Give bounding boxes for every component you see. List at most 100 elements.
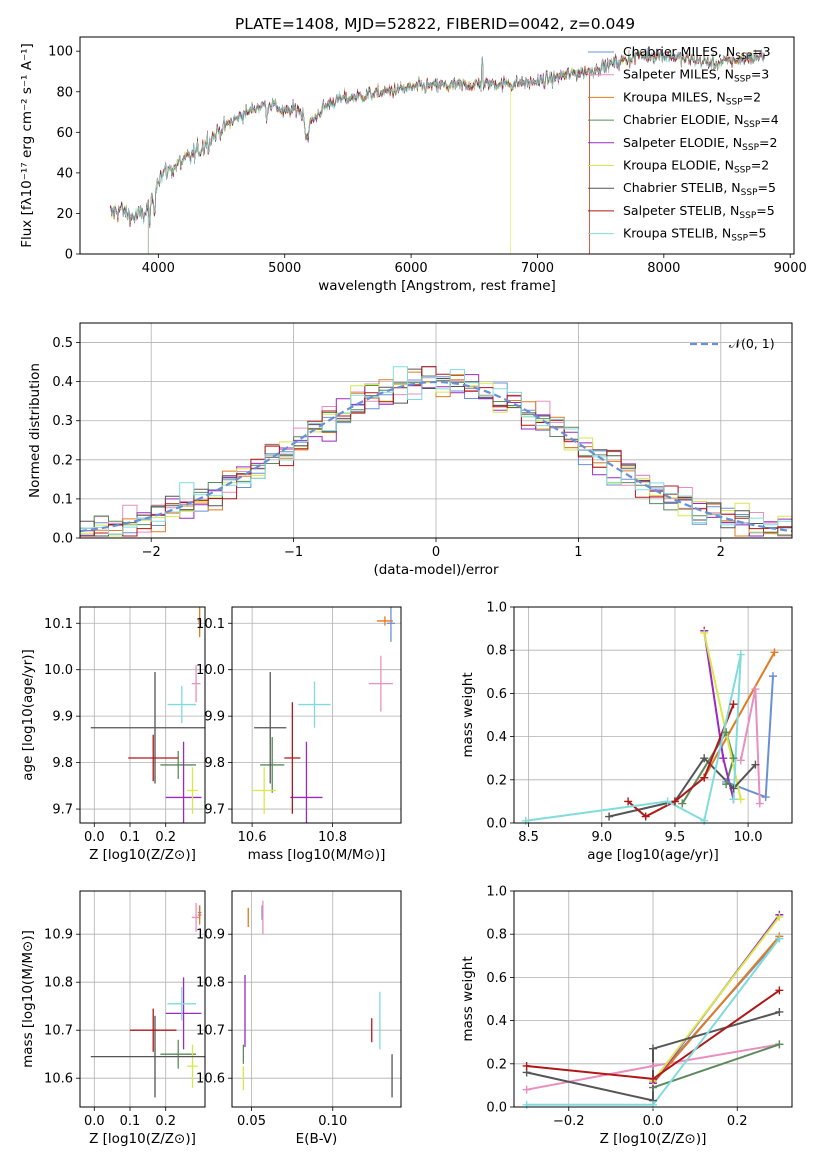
marker-chabrier-stelib [700,754,709,763]
marker-kroupa-elodie [775,912,784,921]
x-tick-label: 6000 [395,261,428,276]
marker-salpeter-stelib [624,797,633,806]
y-tick-label: 0.3 [52,414,73,429]
mass-age-panel [228,607,401,827]
legend-label-chabrier-elodie: Chabrier ELODIE, NSSP=4 [623,112,779,130]
x-tick-label: 4000 [142,261,175,276]
mass-age-frame [231,606,402,824]
y-tick-label: 0.5 [52,336,73,351]
z-age-frame [79,606,206,824]
x-tick-label: 10.6 [238,830,267,845]
legend-label-salpeter-miles: Salpeter MILES, NSSP=3 [623,67,769,85]
z-mass-panel [76,891,205,1111]
legend-label-kroupa-elodie: Kroupa ELODIE, NSSP=2 [623,158,769,176]
x-tick-label: 9000 [774,261,807,276]
y-tick-label: 0.0 [486,817,507,832]
line-chabrier-stelib [526,1011,780,1102]
marker-chabrier-elodie [722,728,731,737]
y-tick-label: 10.6 [196,1072,225,1087]
y-tick-label: 10.7 [44,1024,73,1039]
marker-salpeter-stelib [670,797,679,806]
y-tick-label: 0.4 [486,730,507,745]
x-tick-label: 9.5 [665,830,686,845]
marker-salpeter-stelib [649,1074,657,1083]
y-tick-label: 10.0 [44,663,73,678]
legend-label-salpeter-stelib: Salpeter STELIB, NSSP=5 [623,203,775,221]
marker-chabrier-elodie [722,780,731,789]
x-tick-label: 0.1 [120,1114,141,1129]
marker-salpeter-elodie [719,754,728,763]
y-tick-label: 0.0 [52,532,73,547]
marker-kroupa-elodie [700,628,709,637]
y-axis-label: Normed distribution [27,363,43,498]
x-tick-label: 1 [574,545,582,560]
y-tick-label: 0.8 [486,928,507,943]
y-tick-label: 0.0 [486,1101,507,1116]
x-tick-label: 0 [432,545,440,560]
y-axis-label: age [log10(age/yr)] [20,649,36,781]
y-tick-label: 60 [56,126,73,141]
age-weight-frame [513,606,793,824]
legend-label-kroupa-miles: Kroupa MILES, NSSP=2 [623,89,761,107]
y-tick-label: 10.8 [196,976,225,991]
marker-kroupa-stelib [521,816,530,825]
legend-label-chabrier-stelib: Chabrier STELIB, NSSP=5 [623,180,776,198]
marker-chabrier-elodie [775,1040,784,1049]
x-tick-label: 8.5 [518,830,539,845]
marker-kroupa-stelib [649,1100,657,1109]
z-weight-frame [513,890,793,1108]
y-tick-label: 0.1 [52,492,73,507]
marker-salpeter-miles [649,1061,657,1070]
y-tick-label: 9.7 [52,803,73,818]
y-axis-label: Flux [fλ10⁻¹⁷ erg cm⁻² s⁻¹ A⁻¹] [19,43,35,248]
spectrum-line-kroupa-stelib [110,48,765,225]
y-tick-label: 10.9 [44,928,73,943]
marker-chabrier-elodie [678,799,687,808]
ebv-mass-plot-area [242,900,393,1098]
y-tick-label: 20 [56,207,73,222]
y-tick-label: 0 [65,248,73,263]
spectrum-frame [79,36,795,255]
x-tick-label: −0.2 [553,1114,585,1129]
marker-salpeter-stelib [700,773,709,782]
y-tick-label: 0.4 [52,375,73,390]
histogram-plot-area [80,366,792,538]
y-tick-label: 0.2 [486,1057,507,1072]
x-axis-label: wavelength [Angstrom, rest frame] [318,278,556,294]
y-tick-label: 10.1 [196,617,225,632]
x-tick-label: 0.0 [643,1114,664,1129]
marker-salpeter-stelib [522,1061,531,1070]
y-tick-label: 0.4 [486,1014,507,1029]
y-tick-label: 1.0 [486,601,507,616]
y-tick-label: 0.8 [486,644,507,659]
x-tick-label: 7000 [521,261,554,276]
histogram-salpeter-stelib [80,366,792,538]
spectrum-plot-area [110,47,765,254]
y-tick-label: 80 [56,85,73,100]
ebv-mass-panel [228,891,401,1111]
marker-chabrier-stelib [649,1044,657,1053]
marker-kroupa-elodie [736,795,745,804]
marker-kroupa-stelib [663,797,672,806]
normal-curve [80,380,792,533]
x-tick-label: 0.05 [237,1114,266,1129]
z-mass-plot-area [90,903,205,1098]
y-tick-label: 10.8 [44,976,73,991]
x-axis-label: E(B-V) [296,1131,338,1147]
y-axis-label: mass [log10(M/M⊙)] [20,930,36,1068]
y-tick-label: 0.6 [486,687,507,702]
x-axis-label: Z [log10(Z/Z⊙)] [600,1131,707,1147]
x-tick-label: 2 [717,545,725,560]
marker-chabrier-stelib [605,812,614,821]
marker-salpeter-stelib [775,986,784,995]
z-weight-panel [510,890,792,1111]
y-tick-label: 9.8 [52,756,73,771]
x-axis-label: Z [log10(Z/Z⊙)] [89,847,196,863]
age-weight-panel [510,606,792,827]
marker-chabrier-stelib [729,784,738,793]
marker-kroupa-stelib [522,1100,531,1109]
y-tick-label: 9.8 [204,756,225,771]
y-tick-label: 10.1 [44,617,73,632]
spectrum-panel [76,47,791,258]
